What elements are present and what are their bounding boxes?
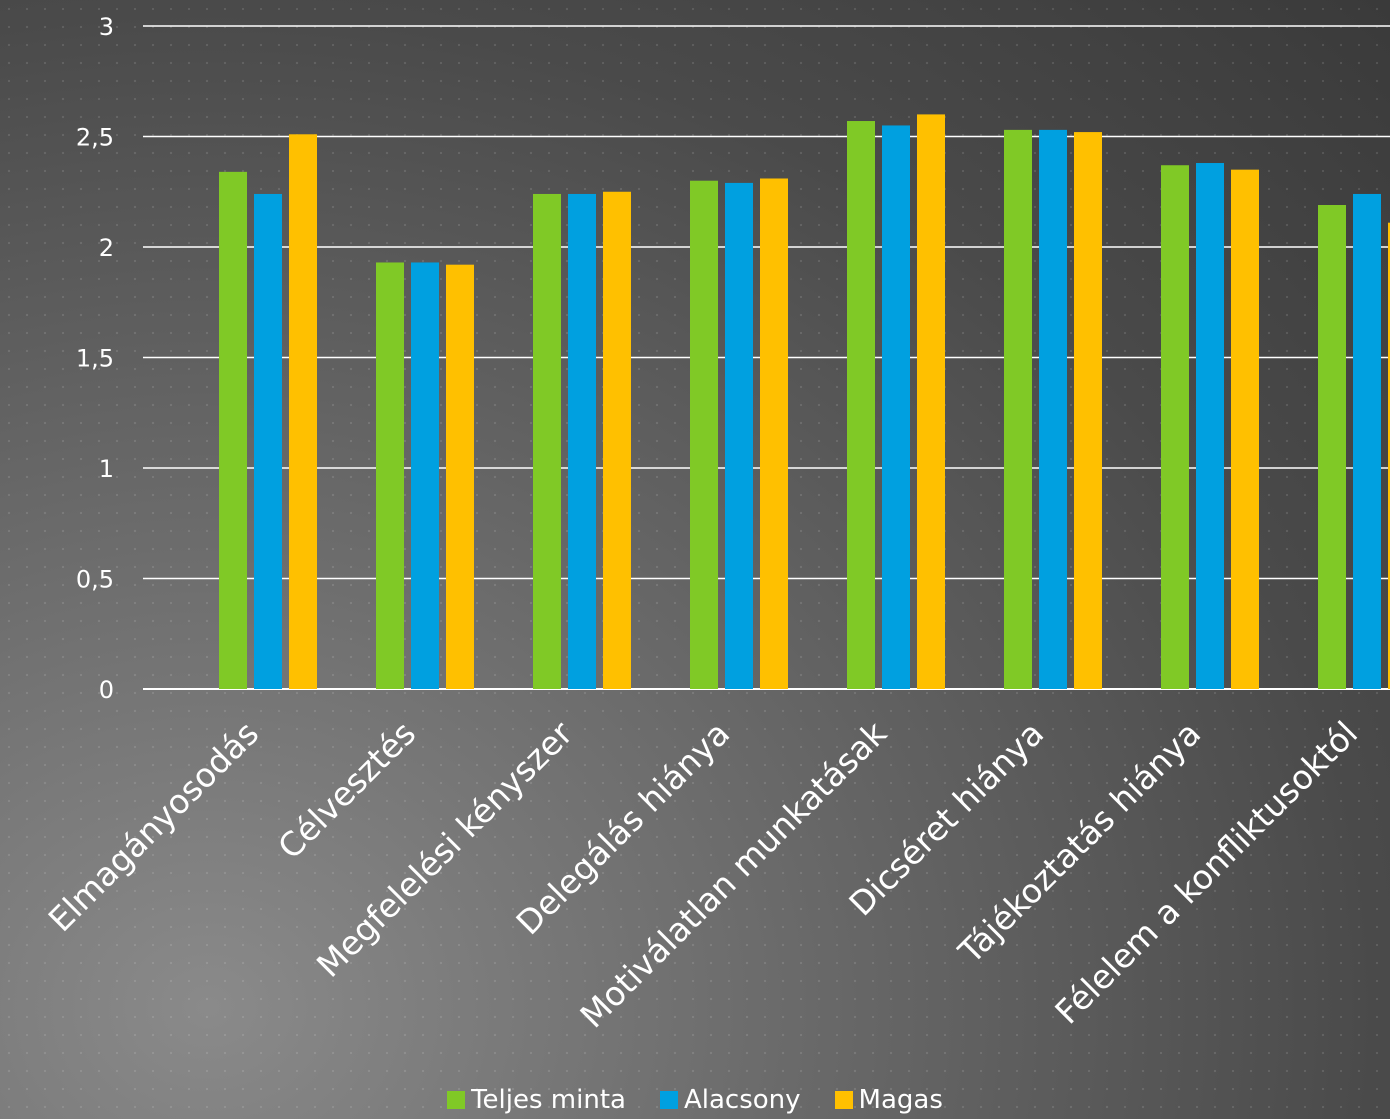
y-tick-label: 2,5 xyxy=(76,124,114,152)
legend-label: Teljes minta xyxy=(471,1085,626,1115)
bar[interactable] xyxy=(882,125,910,689)
x-category-label: Motiválatlan munkatásak xyxy=(572,713,894,1035)
bar[interactable] xyxy=(1161,165,1189,690)
bar[interactable] xyxy=(254,193,282,689)
legend-swatch xyxy=(447,1091,466,1109)
x-category-label: Megfelelési kényszer xyxy=(309,713,580,984)
x-category-label: Félelem a konfliktusoktól xyxy=(1047,714,1365,1032)
bar[interactable] xyxy=(411,262,439,689)
y-tick-label: 1,5 xyxy=(76,345,114,373)
bar[interactable] xyxy=(725,182,753,689)
bar[interactable] xyxy=(690,180,718,689)
legend-item-magas[interactable]: Magas xyxy=(834,1085,943,1115)
legend-swatch xyxy=(834,1091,853,1109)
bar[interactable] xyxy=(1353,193,1381,689)
legend-item-alacsony[interactable]: Alacsony xyxy=(659,1085,801,1115)
bar[interactable] xyxy=(446,264,474,689)
legend-label: Magas xyxy=(858,1085,943,1115)
bar[interactable] xyxy=(533,193,561,689)
bar[interactable] xyxy=(1231,169,1259,689)
bar[interactable] xyxy=(1318,205,1346,689)
y-tick-label: 2 xyxy=(99,234,114,262)
y-tick-label: 0,5 xyxy=(76,566,114,594)
bar[interactable] xyxy=(760,178,788,690)
y-tick-label: 3 xyxy=(99,13,114,41)
bar[interactable] xyxy=(917,114,945,689)
y-tick-label: 1 xyxy=(99,455,114,483)
bar[interactable] xyxy=(1388,222,1390,689)
bar[interactable] xyxy=(1196,163,1224,689)
bar[interactable] xyxy=(603,191,631,689)
bar[interactable] xyxy=(1004,129,1032,689)
legend-swatch xyxy=(659,1091,678,1109)
bar[interactable] xyxy=(219,171,247,690)
bar[interactable] xyxy=(1039,129,1067,689)
bar[interactable] xyxy=(376,262,404,689)
bar[interactable] xyxy=(847,121,875,689)
legend-item-teljes-minta[interactable]: Teljes minta xyxy=(447,1085,626,1115)
legend: Teljes minta Alacsony Magas xyxy=(0,1082,1390,1118)
bars xyxy=(219,114,1390,690)
bar[interactable] xyxy=(1074,132,1102,689)
bar[interactable] xyxy=(289,134,317,690)
bar[interactable] xyxy=(568,193,596,689)
x-category-label: Célvesztés xyxy=(270,714,423,867)
y-axis-ticks: 0 0,5 1 1,5 2 2,5 3 xyxy=(76,13,114,704)
x-category-label: Elmagányosodás xyxy=(41,714,267,940)
y-tick-label: 0 xyxy=(99,676,114,704)
legend-label: Alacsony xyxy=(683,1085,801,1115)
